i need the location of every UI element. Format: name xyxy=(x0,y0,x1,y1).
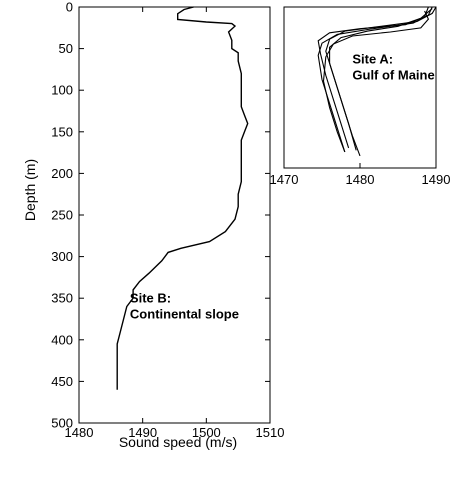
site-a-annotation-title: Site A: xyxy=(352,51,393,66)
site-b-x-tick-label: 1490 xyxy=(128,425,157,440)
site-b-y-tick-label: 400 xyxy=(51,332,73,347)
site-b-y-tick-label: 0 xyxy=(66,0,73,15)
site-a-x-tick-label: 1480 xyxy=(346,172,375,187)
site-b-y-tick-label: 50 xyxy=(59,41,73,56)
site-b-profile-line xyxy=(116,6,249,390)
site-b-y-tick-label: 300 xyxy=(51,249,73,264)
site-b-plot-frame xyxy=(78,6,271,424)
site-a-x-tick-label: 1470 xyxy=(270,172,299,187)
site-b-x-tick-label: 1480 xyxy=(65,425,94,440)
site-b-y-tick-label: 450 xyxy=(51,374,73,389)
site-b-y-axis-label: Depth (m) xyxy=(22,159,38,221)
site-b-annotation-title: Site B: xyxy=(130,290,171,305)
site-a-profile-line xyxy=(329,8,433,157)
site-a-profile-line xyxy=(322,10,430,153)
site-b-y-tick-label: 100 xyxy=(51,83,73,98)
site-b-panel: 0 50 100 150 200 250 300 350 400 450 500 1480 1490 1… xyxy=(22,0,284,450)
site-b-x-tick-label: 1500 xyxy=(192,425,221,440)
site-a-panel: 1470 1480 1490 Site A: Gulf of Maine xyxy=(270,6,451,187)
site-b-y-tick-label: 500 xyxy=(51,416,73,431)
site-a-x-tick-label: 1490 xyxy=(422,172,451,187)
site-b-y-tick-label: 350 xyxy=(51,291,73,306)
site-b-x-tick-label: 1510 xyxy=(256,425,285,440)
site-b-x-axis-label: Sound speed (m/s) xyxy=(119,434,237,450)
site-a-annotation-subtitle: Gulf of Maine xyxy=(352,67,434,82)
site-b-y-tick-label: 200 xyxy=(51,166,73,181)
site-b-y-tick-label: 250 xyxy=(51,208,73,223)
site-b-y-tick-label: 150 xyxy=(51,124,73,139)
site-b-annotation-subtitle: Continental slope xyxy=(130,306,239,321)
